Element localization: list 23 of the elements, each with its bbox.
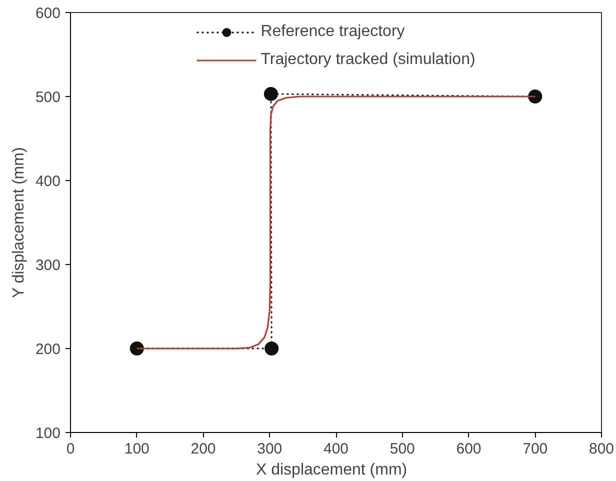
x-tick-label: 700 xyxy=(522,440,548,458)
x-tick-label: 100 xyxy=(124,440,150,458)
legend-label: Reference trajectory xyxy=(260,23,405,41)
point xyxy=(264,86,278,101)
point xyxy=(528,90,542,104)
y-tick-label: 300 xyxy=(35,257,61,274)
y-tick-label: 400 xyxy=(35,173,61,190)
x-tick-label: 600 xyxy=(456,440,482,458)
x-tick-label: 500 xyxy=(390,440,415,458)
y-tick-label: 600 xyxy=(35,5,61,22)
x-tick-label: 300 xyxy=(257,440,282,458)
x-tick-label: 0 xyxy=(66,440,75,458)
y-tick-label: 200 xyxy=(35,341,61,358)
point xyxy=(130,342,144,356)
x-tick-label: 200 xyxy=(190,440,216,458)
x-axis-title: X displacement (mm) xyxy=(256,462,408,478)
y-tick-label: 100 xyxy=(35,425,61,442)
y-axis-title: Y displacement (mm) xyxy=(10,147,28,298)
x-tick-label: 800 xyxy=(588,440,614,458)
point xyxy=(264,342,279,356)
legend-label: Trajectory tracked (simulation) xyxy=(260,51,476,69)
x-tick-label: 400 xyxy=(323,440,349,458)
y-tick-label: 500 xyxy=(35,89,61,106)
